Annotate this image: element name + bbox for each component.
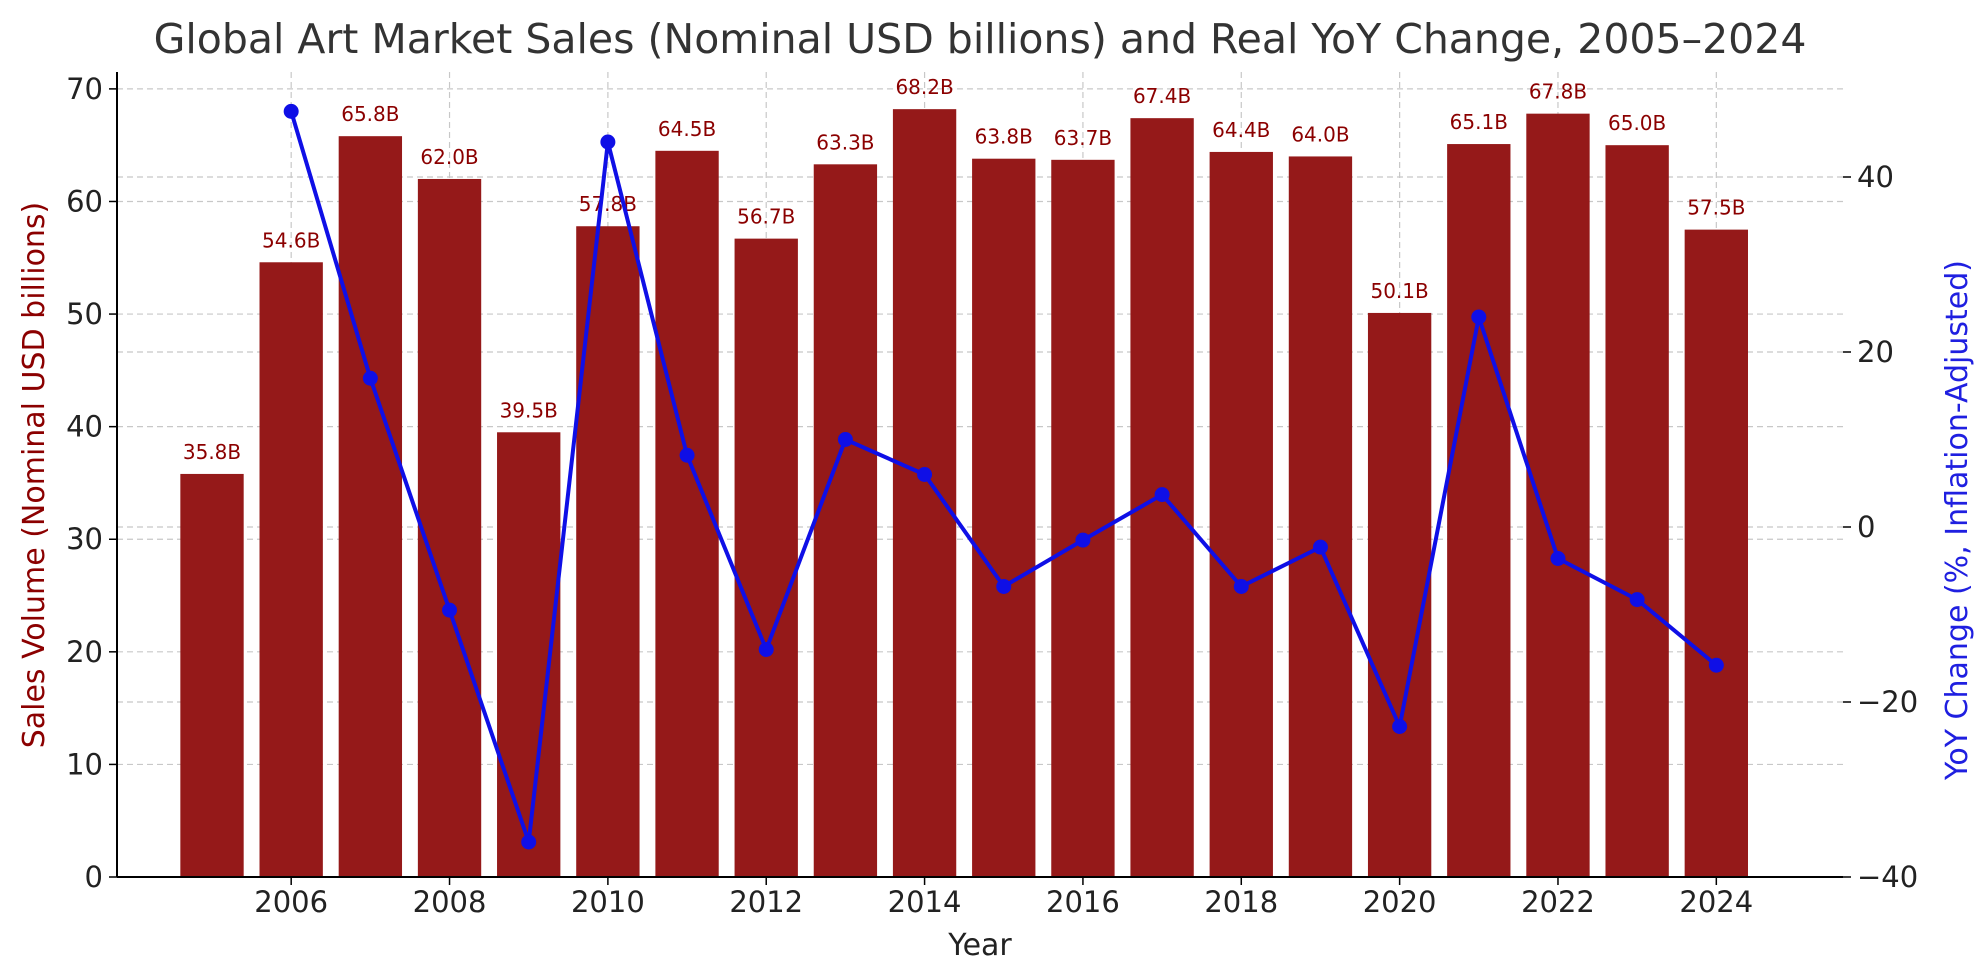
- y-axis-label: Sales Volume (Nominal USD billions): [17, 202, 52, 749]
- yoy-line-series: [283, 103, 1724, 850]
- bar-2011: [655, 150, 719, 878]
- bar-series: [180, 109, 1748, 878]
- bar-value-label-2015: 63.8B: [975, 125, 1033, 149]
- bar-value-label-2005: 35.8B: [183, 440, 241, 464]
- bar-2021: [1447, 144, 1511, 878]
- x-tick-label: 2014: [888, 885, 962, 919]
- yoy-point-2019: [1312, 539, 1328, 555]
- bar-value-label-2010: 57.8B: [579, 192, 637, 216]
- yoy-point-2006: [283, 103, 299, 119]
- y-tick-label: 40: [66, 410, 103, 444]
- bar-2018: [1209, 151, 1273, 877]
- y2-tick-label: −20: [1857, 685, 1918, 719]
- bar-2005: [180, 473, 244, 877]
- x-tick-label: 2024: [1679, 885, 1753, 919]
- y-tick-label: 20: [66, 635, 103, 669]
- bar-value-label-2008: 62.0B: [420, 145, 478, 169]
- x-tick-label: 2016: [1046, 885, 1120, 919]
- yoy-point-2014: [917, 467, 933, 482]
- y-tick-label: 0: [85, 860, 103, 894]
- tick-labels: 2006 2008 2010 2012 2014 2016 2018 2020 2022 2024…: [66, 72, 1918, 919]
- y2-tick-label: 40: [1857, 160, 1894, 194]
- bar-value-label-2012: 56.7B: [737, 205, 795, 229]
- yoy-point-2016: [1075, 532, 1091, 548]
- yoy-point-2017: [1154, 487, 1170, 503]
- bar-2019: [1288, 156, 1353, 878]
- bar-value-label-2014: 68.2B: [895, 75, 953, 99]
- y-tick-label: 30: [66, 522, 103, 556]
- yoy-point-2018: [1233, 579, 1249, 594]
- yoy-point-2011: [679, 447, 695, 463]
- y2-tick-label: 20: [1857, 335, 1894, 369]
- bar-2007: [338, 136, 403, 878]
- bar-2023: [1605, 145, 1669, 877]
- yoy-point-2010: [600, 134, 616, 150]
- yoy-point-2007: [362, 370, 378, 386]
- y-tick-label: 50: [66, 297, 103, 331]
- y2-tick-label: 0: [1857, 510, 1875, 544]
- bar-2008: [417, 178, 482, 878]
- yoy-point-2015: [996, 579, 1012, 594]
- bar-value-label-2024: 57.5B: [1687, 196, 1745, 220]
- y-tick-label: 70: [66, 72, 103, 106]
- bar-value-label-2023: 65.0B: [1608, 111, 1666, 135]
- bar-value-label-2018: 64.4B: [1212, 118, 1270, 142]
- bar-value-label-2009: 39.5B: [500, 398, 558, 422]
- x-tick-label: 2022: [1521, 885, 1595, 919]
- bar-2024: [1684, 229, 1748, 877]
- y-tick-label: 10: [66, 747, 103, 781]
- yoy-point-2022: [1550, 551, 1566, 566]
- bar-2006: [259, 262, 323, 878]
- bar-2014: [892, 109, 957, 877]
- x-tick-label: 2010: [571, 885, 645, 919]
- bar-value-label-2007: 65.8B: [341, 102, 399, 126]
- yoy-point-2012: [758, 642, 774, 657]
- bar-value-label-2021: 65.1B: [1450, 110, 1508, 134]
- bar-value-label-2017: 67.4B: [1133, 84, 1191, 108]
- bar-value-label-2006: 54.6B: [262, 228, 320, 252]
- x-tick-label: 2018: [1204, 885, 1278, 919]
- yoy-point-2009: [521, 834, 537, 850]
- bar-2016: [1051, 159, 1115, 877]
- chart-title: Global Art Market Sales (Nominal USD bil…: [154, 15, 1807, 63]
- yoy-point-2024: [1708, 657, 1724, 673]
- y-tick-label: 60: [66, 184, 103, 218]
- x-tick-label: 2008: [413, 885, 487, 919]
- bar-value-label-2019: 64.0B: [1291, 122, 1349, 146]
- x-tick-label: 2012: [729, 885, 803, 919]
- bar-value-label-2022: 67.8B: [1529, 80, 1587, 104]
- x-tick-label: 2020: [1363, 885, 1437, 919]
- yoy-point-2008: [442, 602, 458, 618]
- bar-value-label-2020: 50.1B: [1370, 279, 1428, 303]
- bar-2020: [1367, 312, 1432, 877]
- bar-2013: [813, 164, 878, 878]
- bar-value-label-2011: 64.5B: [658, 117, 716, 141]
- yoy-point-2013: [837, 432, 853, 447]
- bar-value-label-2013: 63.3B: [816, 130, 874, 154]
- bar-2012: [734, 238, 798, 877]
- y2-tick-label: −40: [1857, 860, 1918, 894]
- yoy-point-2020: [1392, 719, 1408, 734]
- bar-2015: [972, 158, 1036, 877]
- bar-value-label-2016: 63.7B: [1054, 126, 1112, 150]
- y2-axis-label: YoY Change (%, Inflation-Adjusted): [1940, 260, 1975, 781]
- bar-labels: 35.8B 54.6B 65.8B 62.0B 39.5B 57.8B 64.5B 56.7B…: [183, 75, 1746, 464]
- x-axis-label: Year: [947, 928, 1012, 963]
- yoy-point-2021: [1471, 309, 1487, 325]
- x-tick-label: 2006: [254, 885, 328, 919]
- yoy-point-2023: [1629, 592, 1645, 608]
- axes: [109, 72, 1851, 885]
